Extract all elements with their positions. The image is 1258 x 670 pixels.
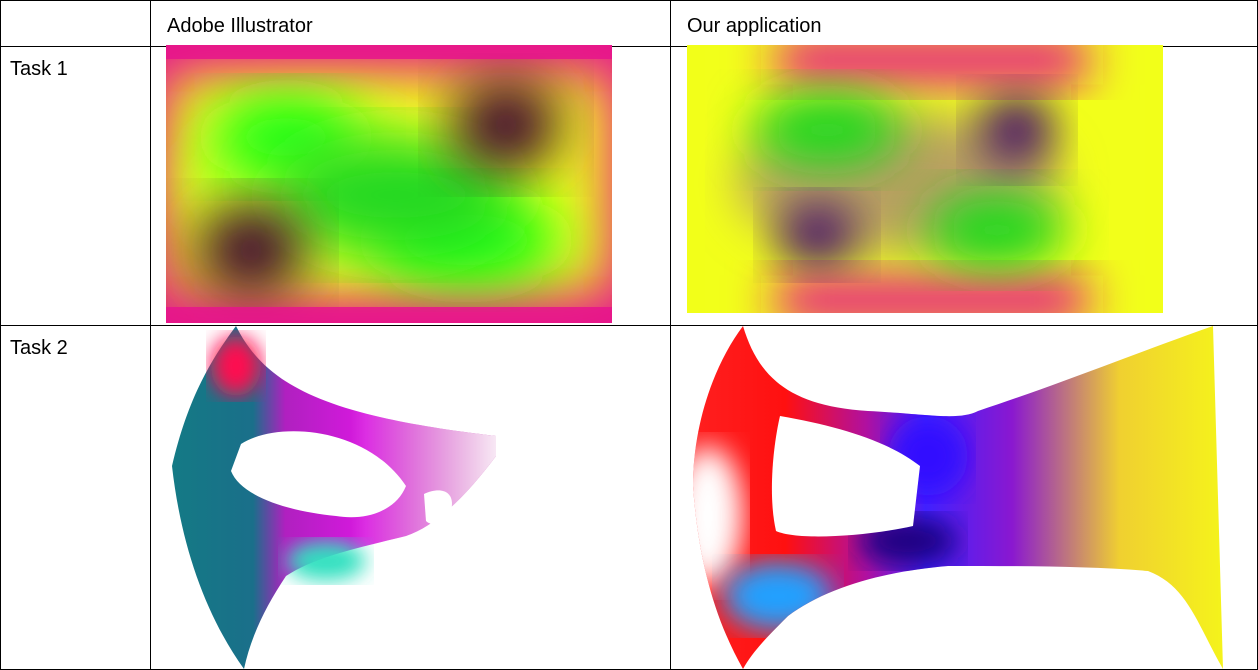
header-adobe-illustrator: Adobe Illustrator	[167, 15, 313, 37]
table-border-top	[0, 0, 1258, 1]
gradient-mesh-shape-our-application	[688, 326, 1228, 669]
header-our-application: Our application	[687, 15, 822, 37]
gradient-mesh-rectangle-our-application	[687, 45, 1163, 313]
gradient-mesh-rectangle-illustrator	[166, 45, 612, 323]
table-border-left	[0, 0, 1, 670]
row-label-task-1: Task 1	[10, 58, 68, 80]
table-row-divider	[0, 325, 1258, 326]
row-label-task-2: Task 2	[10, 337, 68, 359]
table-col-divider-2	[670, 0, 671, 670]
table-col-divider-1	[150, 0, 151, 670]
gradient-mesh-shape-illustrator	[166, 326, 506, 669]
table-header-divider	[0, 46, 1258, 47]
